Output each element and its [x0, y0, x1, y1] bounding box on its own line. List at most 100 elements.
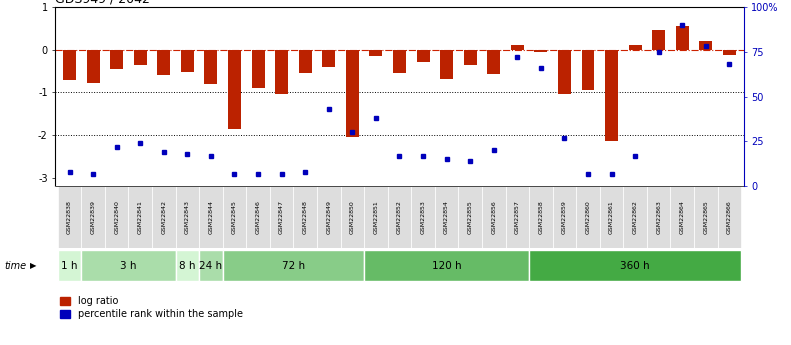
- Text: GSM22839: GSM22839: [91, 200, 96, 234]
- Bar: [223, 186, 246, 248]
- Text: GSM22842: GSM22842: [161, 200, 166, 234]
- Bar: [293, 186, 317, 248]
- Text: GSM22854: GSM22854: [444, 200, 449, 234]
- Bar: [671, 186, 694, 248]
- Text: GSM22860: GSM22860: [585, 200, 591, 234]
- Bar: [63, 50, 76, 80]
- Bar: [717, 186, 741, 248]
- Text: 8 h: 8 h: [179, 261, 195, 270]
- Text: 24 h: 24 h: [199, 261, 222, 270]
- Bar: [694, 186, 717, 248]
- Text: GSM22850: GSM22850: [350, 200, 355, 234]
- Text: GSM22861: GSM22861: [609, 200, 614, 234]
- Bar: [600, 186, 623, 248]
- Bar: [440, 50, 453, 79]
- Text: GSM22846: GSM22846: [255, 200, 260, 234]
- Bar: [605, 50, 618, 141]
- Bar: [246, 186, 270, 248]
- Text: 360 h: 360 h: [620, 261, 650, 270]
- Bar: [576, 186, 600, 248]
- Bar: [223, 250, 364, 281]
- Text: GSM22853: GSM22853: [421, 200, 426, 234]
- Text: GSM22859: GSM22859: [562, 200, 567, 234]
- Bar: [199, 250, 223, 281]
- Bar: [157, 50, 170, 75]
- Bar: [699, 41, 713, 50]
- Bar: [228, 50, 241, 129]
- Bar: [341, 186, 364, 248]
- Bar: [81, 250, 176, 281]
- Text: 1 h: 1 h: [61, 261, 78, 270]
- Bar: [270, 186, 293, 248]
- Text: GDS949 / 2042: GDS949 / 2042: [55, 0, 150, 6]
- Bar: [58, 250, 81, 281]
- Text: GSM22844: GSM22844: [208, 200, 214, 234]
- Text: GSM22848: GSM22848: [303, 200, 308, 234]
- Text: GSM22866: GSM22866: [727, 200, 732, 234]
- Text: GSM22864: GSM22864: [679, 200, 685, 234]
- Text: GSM22856: GSM22856: [491, 200, 496, 234]
- Bar: [364, 250, 529, 281]
- Bar: [128, 186, 152, 248]
- Bar: [435, 186, 458, 248]
- Bar: [723, 50, 736, 55]
- Bar: [134, 50, 146, 65]
- Bar: [252, 50, 264, 88]
- Bar: [676, 26, 689, 50]
- Bar: [505, 186, 529, 248]
- Text: GSM22862: GSM22862: [633, 200, 638, 234]
- Bar: [317, 186, 341, 248]
- Bar: [535, 50, 547, 52]
- Bar: [110, 50, 123, 69]
- Bar: [511, 45, 524, 50]
- Bar: [393, 50, 406, 73]
- Text: GSM22852: GSM22852: [397, 200, 402, 234]
- Text: GSM22845: GSM22845: [232, 200, 237, 234]
- Text: 3 h: 3 h: [120, 261, 137, 270]
- Text: time: time: [4, 261, 26, 270]
- Bar: [81, 186, 105, 248]
- Bar: [464, 50, 477, 65]
- Bar: [204, 50, 218, 84]
- Text: ▶: ▶: [30, 261, 36, 270]
- Bar: [411, 186, 435, 248]
- Text: GSM22841: GSM22841: [138, 200, 142, 234]
- Text: GSM22851: GSM22851: [373, 200, 378, 234]
- Bar: [581, 50, 595, 90]
- Text: GSM22855: GSM22855: [467, 200, 473, 234]
- Text: 72 h: 72 h: [282, 261, 305, 270]
- Bar: [86, 50, 100, 83]
- Bar: [275, 50, 288, 95]
- Bar: [388, 186, 411, 248]
- Bar: [417, 50, 430, 62]
- Text: GSM22849: GSM22849: [326, 200, 331, 234]
- Bar: [346, 50, 359, 137]
- Text: GSM22840: GSM22840: [114, 200, 119, 234]
- Bar: [322, 50, 335, 67]
- Bar: [553, 186, 576, 248]
- Bar: [629, 45, 642, 50]
- Bar: [364, 186, 388, 248]
- Text: GSM22857: GSM22857: [515, 200, 520, 234]
- Bar: [199, 186, 223, 248]
- Text: GSM22858: GSM22858: [539, 200, 543, 234]
- Bar: [369, 50, 382, 56]
- Bar: [482, 186, 505, 248]
- Text: GSM22838: GSM22838: [67, 200, 72, 234]
- Bar: [647, 186, 671, 248]
- Bar: [653, 30, 665, 50]
- Bar: [487, 50, 500, 75]
- Bar: [299, 50, 312, 73]
- Bar: [58, 186, 81, 248]
- Bar: [181, 50, 194, 72]
- Bar: [623, 186, 647, 248]
- Text: GSM22843: GSM22843: [185, 200, 190, 234]
- Text: GSM22865: GSM22865: [703, 200, 708, 234]
- Bar: [529, 250, 741, 281]
- Bar: [176, 250, 199, 281]
- Text: GSM22847: GSM22847: [279, 200, 284, 234]
- Bar: [152, 186, 176, 248]
- Text: 120 h: 120 h: [432, 261, 461, 270]
- Text: GSM22863: GSM22863: [657, 200, 661, 234]
- Bar: [458, 186, 482, 248]
